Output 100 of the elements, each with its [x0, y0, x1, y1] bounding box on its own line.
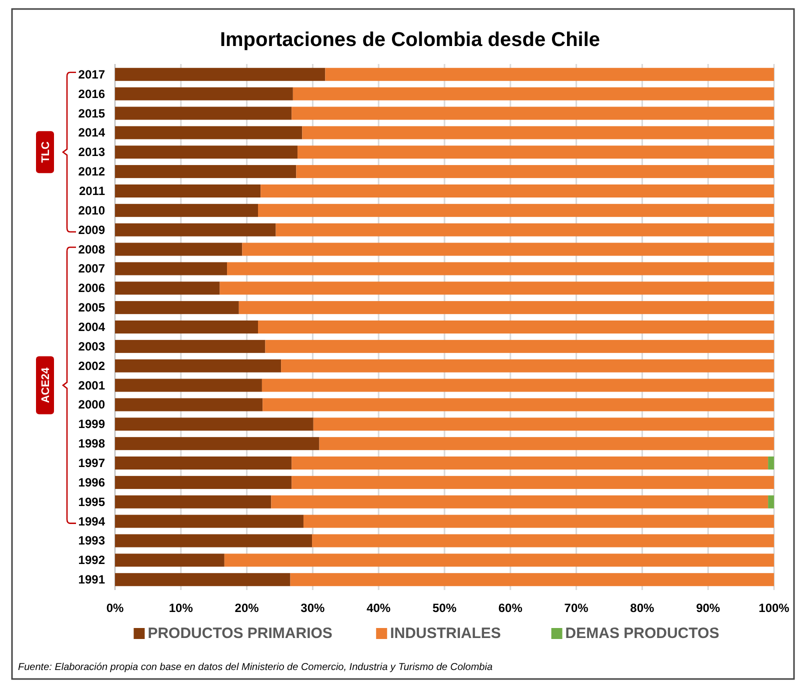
bar	[115, 126, 302, 140]
bar	[292, 456, 768, 470]
bar	[115, 437, 320, 450]
bar	[115, 456, 292, 470]
bar	[224, 554, 774, 567]
bar	[115, 495, 272, 508]
bar	[312, 534, 774, 548]
bar	[290, 573, 774, 586]
bar	[115, 87, 293, 100]
bar	[115, 262, 228, 276]
y-tick-label: 2011	[78, 184, 106, 198]
bar	[302, 126, 774, 140]
bar	[115, 340, 266, 353]
y-tick-label: 2017	[78, 67, 106, 82]
bar	[325, 68, 774, 81]
bar	[115, 242, 242, 256]
bar	[296, 165, 774, 178]
bar	[292, 476, 774, 489]
legend-label: DEMAS PRODUCTOS	[565, 625, 720, 642]
bar	[319, 437, 774, 450]
bar	[115, 476, 292, 489]
bar	[115, 378, 262, 392]
bar	[271, 495, 768, 508]
bar	[115, 146, 298, 159]
y-tick-label: 1997	[78, 456, 106, 470]
bar	[276, 223, 774, 236]
y-tick-label: 2002	[78, 358, 106, 373]
bar	[265, 340, 774, 353]
text: TLC	[40, 141, 52, 163]
bar	[115, 554, 224, 567]
y-tick-label: 2003	[78, 339, 106, 354]
bar	[281, 359, 774, 372]
bar	[292, 87, 774, 100]
x-tick-label: 0%	[106, 601, 124, 615]
bar	[220, 282, 774, 295]
y-tick-label: 2008	[78, 242, 106, 256]
y-tick-label: 1991	[78, 572, 106, 587]
text: ACE24	[40, 366, 52, 404]
x-tick-label: 30%	[300, 601, 326, 615]
bar	[115, 204, 258, 217]
y-tick-label: 1994	[78, 514, 106, 528]
x-tick-label: 90%	[696, 601, 720, 615]
legend-label: INDUSTRIALES	[390, 625, 501, 642]
y-tick-label: 2015	[78, 106, 106, 120]
x-tick-label: 70%	[564, 601, 589, 615]
y-tick-label: 1996	[78, 475, 106, 490]
bar	[115, 68, 326, 81]
bar	[262, 398, 774, 412]
bar	[303, 514, 774, 528]
bar	[115, 223, 276, 236]
y-tick-label: 2009	[78, 222, 106, 237]
bar	[238, 301, 774, 314]
x-tick-label: 40%	[366, 601, 391, 615]
bar	[115, 165, 296, 178]
bar	[298, 146, 774, 159]
bar	[260, 184, 774, 198]
x-tick-label: 100%	[758, 601, 790, 615]
y-tick-label: 1998	[78, 436, 106, 451]
bar	[242, 242, 774, 256]
x-tick-label: 20%	[234, 601, 260, 615]
bar	[115, 398, 263, 412]
y-tick-label: 2000	[78, 398, 106, 412]
bar	[115, 514, 304, 528]
bar	[227, 262, 774, 276]
bar	[768, 495, 774, 508]
bar	[115, 534, 312, 548]
y-tick-label: 1999	[78, 417, 106, 432]
y-tick-label: 2012	[78, 164, 106, 179]
y-tick-label: 2005	[78, 300, 106, 315]
x-tick-label: 50%	[432, 601, 457, 615]
bar	[262, 378, 774, 392]
bar	[115, 418, 314, 431]
y-tick-label: 1993	[78, 534, 106, 548]
x-tick-label: 10%	[168, 601, 194, 615]
x-tick-label: 80%	[630, 601, 655, 615]
bar	[768, 456, 774, 470]
bar	[115, 320, 258, 334]
y-tick-label: 2016	[78, 86, 106, 101]
source-note: Fuente: Elaboración propia con base en datos del Ministerio de Comercio, Industria y Turismo de Colombia	[18, 662, 493, 673]
x-tick-label: 60%	[498, 601, 523, 615]
bar	[258, 204, 774, 217]
y-tick-label: 2014	[78, 126, 106, 140]
y-tick-label: 2006	[78, 281, 106, 296]
bar	[115, 359, 282, 372]
bar	[292, 106, 774, 120]
y-tick-label: 2001	[78, 378, 106, 392]
y-tick-label: 2013	[78, 145, 106, 160]
bar	[115, 184, 261, 198]
bar	[115, 282, 220, 295]
chart-title: Importaciones de Colombia desde Chile	[220, 29, 600, 51]
bar	[115, 301, 239, 314]
bar	[258, 320, 774, 334]
y-tick-label: 2010	[78, 203, 106, 218]
bar	[115, 573, 290, 586]
bar	[313, 418, 774, 431]
y-tick-label: 2007	[78, 262, 106, 276]
y-tick-label: 1992	[78, 553, 106, 568]
legend-label: PRODUCTOS PRIMARIOS	[148, 625, 332, 642]
y-tick-label: 2004	[78, 320, 106, 334]
y-tick-label: 1995	[78, 494, 106, 509]
